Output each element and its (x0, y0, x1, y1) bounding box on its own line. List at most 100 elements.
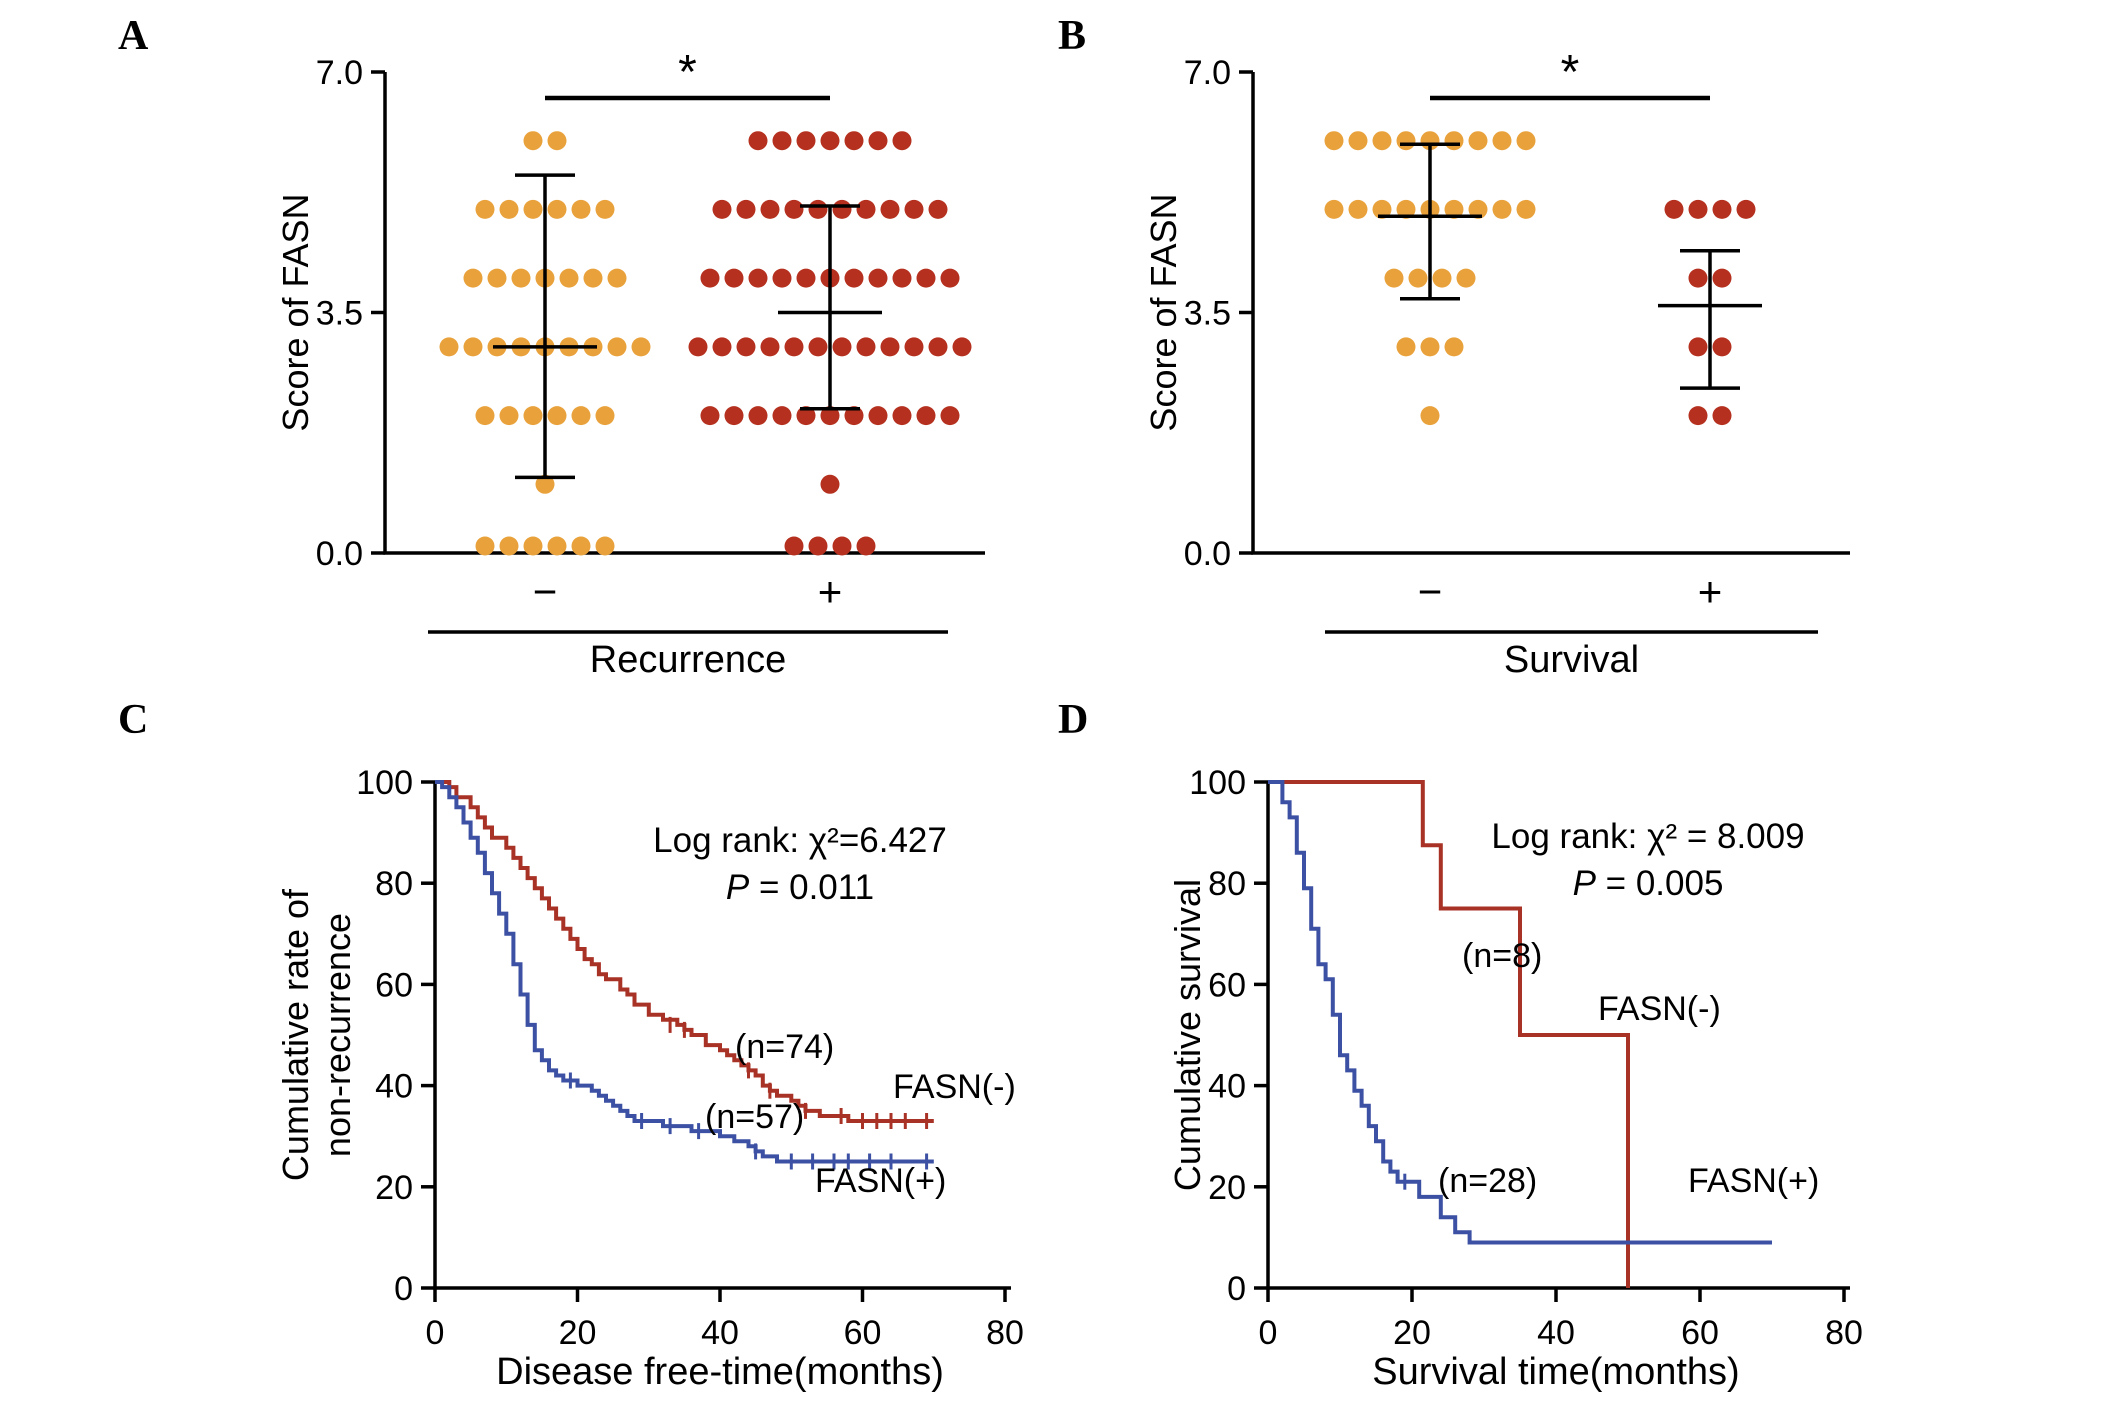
data-dot (844, 406, 864, 426)
km-curve-1 (435, 780, 934, 1164)
significance-asterisk: * (1561, 46, 1580, 99)
group-label: + (1698, 568, 1723, 615)
data-dot (1348, 131, 1368, 151)
data-dot (1688, 268, 1708, 288)
data-dot (748, 406, 768, 426)
x-axis-label: Survival (1504, 639, 1639, 681)
data-dot (1444, 199, 1464, 219)
x-tick-label: 0 (426, 1314, 445, 1352)
error-bar (1378, 142, 1482, 301)
data-dot (880, 199, 900, 219)
y-axis-label: Cumulative survival (1167, 879, 1208, 1191)
data-dot (1516, 199, 1536, 219)
data-dot (571, 199, 591, 219)
x-tick-label: 60 (1681, 1314, 1719, 1352)
data-dot (1468, 199, 1488, 219)
data-dot (856, 536, 876, 556)
y-tick-label: 60 (375, 966, 413, 1004)
y-tick-label: 100 (356, 764, 413, 802)
data-dot (1384, 268, 1404, 288)
data-dot (1372, 199, 1392, 219)
data-dot (880, 337, 900, 357)
data-dot (904, 337, 924, 357)
y-tick-label: 80 (375, 865, 413, 903)
y-tick-label: 20 (375, 1169, 413, 1207)
data-dot (1492, 131, 1512, 151)
data-dot (796, 268, 816, 288)
data-dot (808, 337, 828, 357)
data-dot (832, 337, 852, 357)
y-tick-label: 60 (1208, 966, 1246, 1004)
data-dot (547, 131, 567, 151)
data-dot (1420, 337, 1440, 357)
data-dot (904, 199, 924, 219)
data-dot (700, 268, 720, 288)
data-dot (736, 337, 756, 357)
data-dot (940, 268, 960, 288)
data-dot (1444, 131, 1464, 151)
panel-letter-d: D (1058, 697, 1089, 743)
data-dot (475, 406, 495, 426)
y-tick-label: 0.0 (1184, 535, 1231, 573)
data-dot (808, 199, 828, 219)
km-curve-1 (1268, 780, 1772, 1245)
stats-annotation: Log rank: χ² = 8.009 (1491, 817, 1804, 856)
data-dot (1324, 199, 1344, 219)
data-dot (1712, 406, 1732, 426)
significance-asterisk: * (678, 46, 697, 99)
data-dot (1396, 337, 1416, 357)
data-dot (631, 337, 651, 357)
data-dot (772, 131, 792, 151)
data-dot (952, 337, 972, 357)
data-dot (1420, 406, 1440, 426)
data-dot (1688, 406, 1708, 426)
series-label: FASN(-) (1598, 990, 1721, 1028)
y-tick-label: 100 (1189, 764, 1246, 802)
data-dot (499, 536, 519, 556)
data-dot (1664, 199, 1684, 219)
x-axis-label: Recurrence (590, 639, 786, 681)
y-tick-label: 40 (1208, 1068, 1246, 1106)
data-dot (547, 406, 567, 426)
data-dot (1456, 268, 1476, 288)
y-tick-label: 20 (1208, 1169, 1246, 1207)
data-dot (784, 337, 804, 357)
data-dot (868, 268, 888, 288)
data-dot (724, 406, 744, 426)
data-dot (475, 536, 495, 556)
data-dot (523, 131, 543, 151)
data-dot (1688, 199, 1708, 219)
data-dot (547, 199, 567, 219)
data-dot (535, 474, 555, 494)
series-label: FASN(+) (1688, 1162, 1819, 1200)
y-tick-label: 80 (1208, 865, 1246, 903)
data-dot (1372, 131, 1392, 151)
x-tick-label: 20 (1393, 1314, 1431, 1352)
data-dot (928, 337, 948, 357)
data-dot (832, 199, 852, 219)
panel-letter-a: A (118, 13, 149, 59)
data-dot (760, 337, 780, 357)
x-tick-label: 40 (701, 1314, 739, 1352)
data-dot (928, 199, 948, 219)
data-dot (856, 199, 876, 219)
y-tick-label: 7.0 (316, 54, 363, 92)
data-dot (523, 406, 543, 426)
data-dot (868, 406, 888, 426)
data-dot (820, 131, 840, 151)
data-dot (1408, 268, 1428, 288)
data-dot (736, 199, 756, 219)
data-dot (1688, 337, 1708, 357)
series-label: (n=8) (1462, 937, 1542, 975)
series-label: (n=57) (705, 1098, 804, 1136)
x-tick-label: 60 (844, 1314, 882, 1352)
data-dot (892, 406, 912, 426)
data-dot (595, 536, 615, 556)
y-tick-label: 3.5 (1184, 295, 1231, 333)
x-tick-label: 40 (1537, 1314, 1575, 1352)
data-dot (499, 199, 519, 219)
x-tick-label: 80 (1825, 1314, 1863, 1352)
panel-letter-c: C (118, 697, 149, 743)
y-tick-label: 3.5 (316, 295, 363, 333)
